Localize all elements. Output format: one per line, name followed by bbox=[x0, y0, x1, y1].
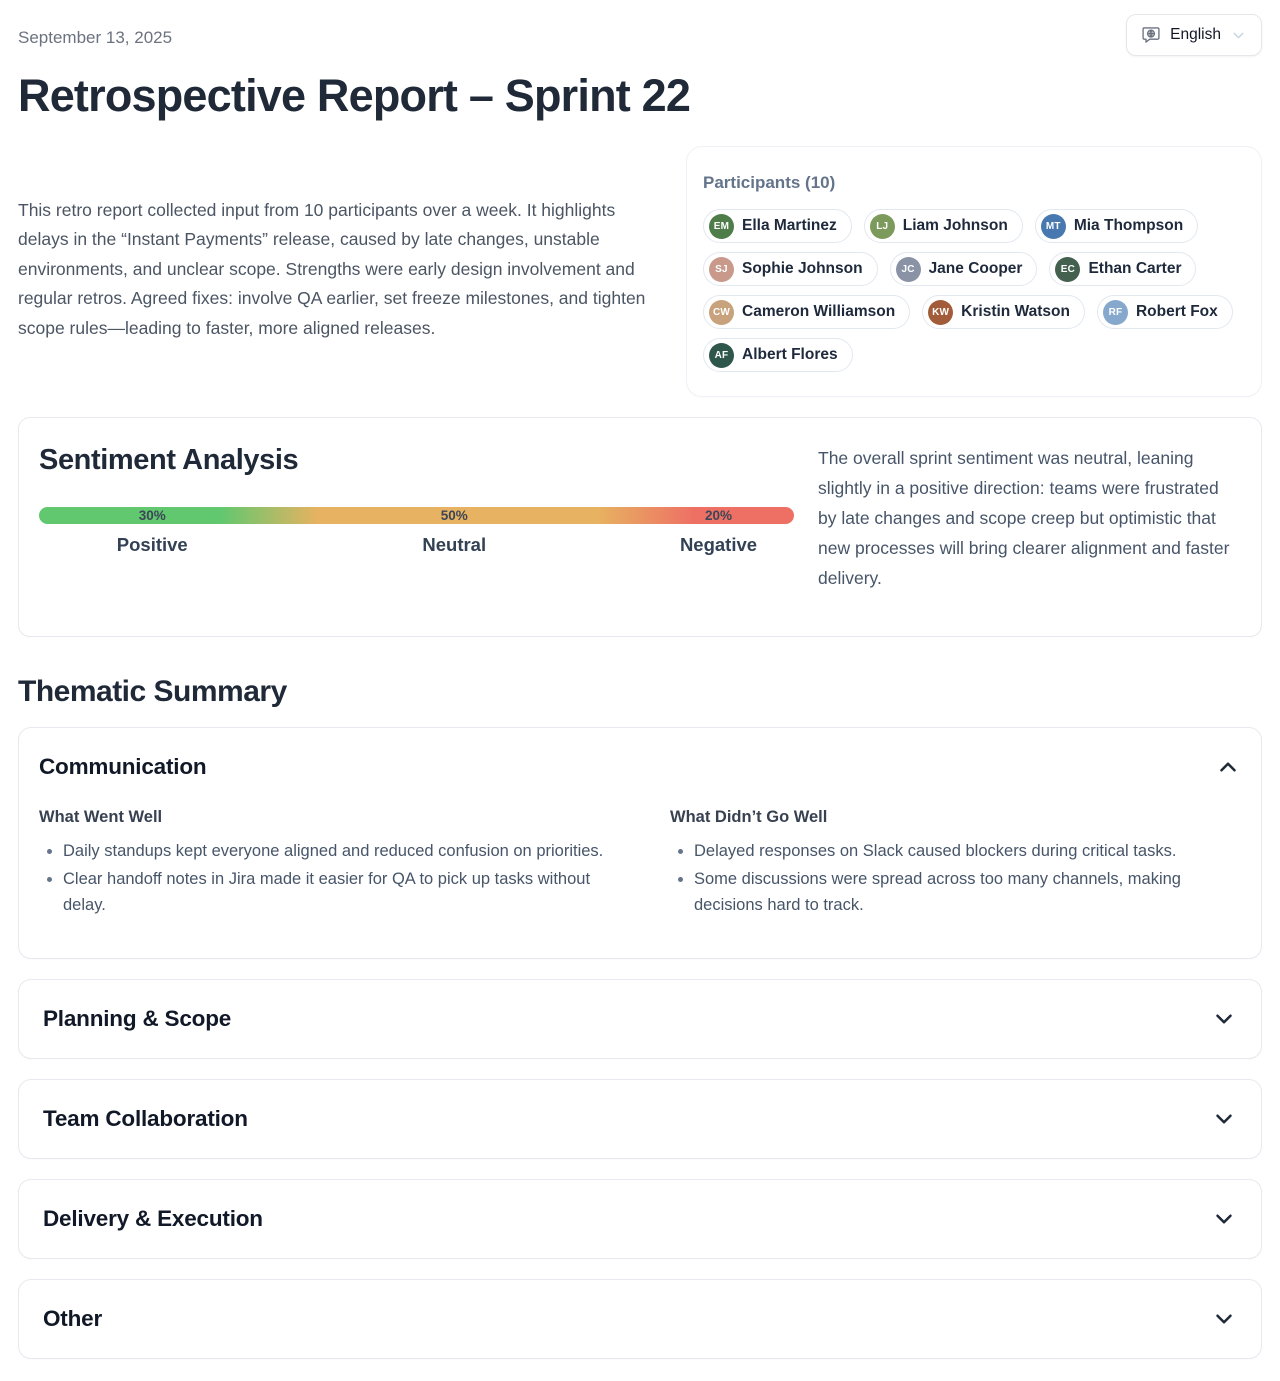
participants-title: Participants (10) bbox=[703, 173, 836, 192]
neutral-label: Neutral bbox=[422, 534, 487, 555]
went-well-column: What Went Well Daily standups kept every… bbox=[39, 808, 610, 922]
intro-row: This retro report collected input from 1… bbox=[18, 146, 1262, 397]
participant-chip: AF Albert Flores bbox=[703, 338, 853, 372]
chevron-down-icon bbox=[1211, 1306, 1237, 1332]
avatar: EM bbox=[709, 213, 734, 239]
list-item: Delayed responses on Slack caused blocke… bbox=[694, 839, 1241, 865]
participant-chip: JC Jane Cooper bbox=[889, 252, 1038, 286]
avatar: AF bbox=[709, 342, 734, 368]
participant-name: Sophie Johnson bbox=[742, 260, 863, 277]
language-selector-value: English bbox=[1170, 26, 1221, 43]
participant-chip: EM Ella Martinez bbox=[703, 209, 852, 243]
intro-paragraph: This retro report collected input from 1… bbox=[18, 199, 646, 338]
participant-name: Cameron Williamson bbox=[742, 303, 896, 320]
participant-name: Liam Johnson bbox=[902, 217, 1008, 234]
positive-percent: 30% bbox=[138, 508, 166, 523]
section-title: Communication bbox=[39, 753, 207, 779]
section-card-team-collaboration[interactable]: Team Collaboration bbox=[18, 1078, 1262, 1159]
avatar: CW bbox=[709, 299, 734, 325]
section-title: Other bbox=[43, 1305, 103, 1331]
went-well-title: What Went Well bbox=[39, 807, 163, 826]
report-date: September 13, 2025 bbox=[18, 28, 173, 47]
didnt-go-well-column: What Didn’t Go Well Delayed responses on… bbox=[670, 808, 1241, 922]
negative-percent: 20% bbox=[704, 508, 733, 523]
section-title: Planning & Scope bbox=[43, 1005, 232, 1031]
participants-panel: Participants (10) EM Ella Martinez LJ Li… bbox=[686, 146, 1262, 397]
participant-name: Ella Martinez bbox=[742, 217, 837, 234]
participant-name: Mia Thompson bbox=[1073, 217, 1184, 234]
participant-chip: EC Ethan Carter bbox=[1049, 252, 1197, 286]
avatar: RF bbox=[1102, 299, 1128, 325]
chevron-down-icon bbox=[1211, 1006, 1237, 1032]
sentiment-title: Sentiment Analysis bbox=[39, 444, 299, 476]
participant-chip: KW Kristin Watson bbox=[922, 295, 1085, 329]
participant-name: Jane Cooper bbox=[928, 260, 1023, 277]
section-card-other[interactable]: Other bbox=[18, 1278, 1262, 1359]
sentiment-summary-text: The overall sprint sentiment was neutral… bbox=[818, 448, 1230, 588]
chevron-down-icon bbox=[1211, 1206, 1237, 1232]
list-item: Some discussions were spread across too … bbox=[694, 867, 1241, 918]
avatar: SJ bbox=[709, 256, 734, 282]
page-header: September 13, 2025 English bbox=[18, 14, 1262, 56]
neutral-percent: 50% bbox=[440, 508, 468, 523]
participants-chip-list: EM Ella Martinez LJ Liam Johnson MT Mia … bbox=[703, 209, 1245, 372]
participant-name: Kristin Watson bbox=[961, 303, 1070, 320]
negative-label: Negative bbox=[679, 534, 758, 555]
avatar: KW bbox=[928, 299, 954, 325]
participant-chip: CW Cameron Williamson bbox=[703, 295, 911, 329]
avatar: EC bbox=[1055, 256, 1081, 282]
page-title: Retrospective Report – Sprint 22 bbox=[18, 70, 691, 121]
sentiment-analysis-card: Sentiment Analysis 30% 50% 20% Positive … bbox=[18, 417, 1262, 637]
section-title: Delivery & Execution bbox=[43, 1205, 263, 1231]
avatar: LJ bbox=[869, 213, 895, 239]
participant-name: Albert Flores bbox=[742, 346, 838, 363]
participant-chip: MT Mia Thompson bbox=[1034, 209, 1199, 243]
didnt-go-well-list: Delayed responses on Slack caused blocke… bbox=[670, 839, 1241, 919]
went-well-list: Daily standups kept everyone aligned and… bbox=[39, 839, 610, 919]
sentiment-bar-wrap: 30% 50% 20% bbox=[39, 507, 794, 524]
list-item: Clear handoff notes in Jira made it easi… bbox=[63, 867, 610, 918]
section-card-delivery-execution[interactable]: Delivery & Execution bbox=[18, 1178, 1262, 1259]
participant-chip: SJ Sophie Johnson bbox=[703, 252, 878, 286]
avatar: MT bbox=[1040, 213, 1066, 239]
section-header-communication[interactable]: Communication bbox=[39, 754, 1241, 780]
chevron-up-icon bbox=[1215, 754, 1241, 780]
sentiment-chart-area: Sentiment Analysis 30% 50% 20% Positive … bbox=[39, 444, 794, 594]
participant-chip: LJ Liam Johnson bbox=[863, 209, 1023, 243]
translate-globe-icon bbox=[1141, 25, 1161, 45]
avatar: JC bbox=[895, 256, 921, 282]
section-title: Team Collaboration bbox=[43, 1105, 248, 1131]
list-item: Daily standups kept everyone aligned and… bbox=[63, 839, 610, 865]
chevron-down-icon bbox=[1211, 1106, 1237, 1132]
positive-label: Positive bbox=[116, 534, 188, 555]
participant-name: Robert Fox bbox=[1135, 303, 1218, 320]
language-selector[interactable]: English bbox=[1126, 14, 1262, 56]
participant-name: Ethan Carter bbox=[1088, 260, 1182, 277]
participant-chip: RF Robert Fox bbox=[1096, 295, 1233, 329]
didnt-go-well-title: What Didn’t Go Well bbox=[670, 807, 828, 826]
sentiment-bar-percents: 30% 50% 20% bbox=[39, 507, 794, 524]
sentiment-segment-names: Positive Neutral Negative bbox=[39, 534, 794, 556]
communication-columns: What Went Well Daily standups kept every… bbox=[39, 808, 1241, 922]
section-card-planning-scope[interactable]: Planning & Scope bbox=[18, 978, 1262, 1059]
section-card-communication: Communication What Went Well Daily stand… bbox=[18, 726, 1262, 959]
sentiment-bar bbox=[39, 507, 794, 524]
chevron-down-icon bbox=[1230, 27, 1247, 44]
thematic-summary-title: Thematic Summary bbox=[18, 674, 287, 708]
